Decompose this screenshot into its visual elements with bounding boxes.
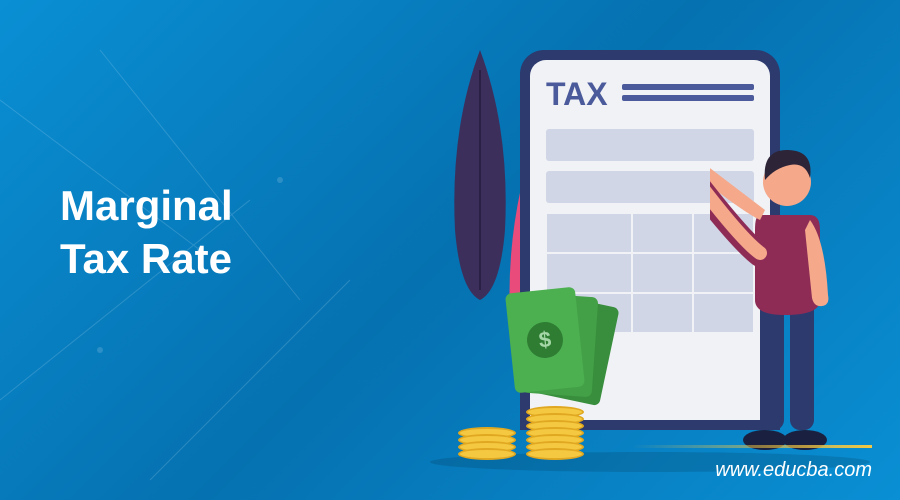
coin-stacks-icon bbox=[458, 411, 590, 460]
money-bills-icon: $ bbox=[510, 290, 620, 390]
footer-divider bbox=[632, 445, 872, 448]
hero-illustration: TAX $ bbox=[400, 0, 900, 500]
title-line-1: Marginal bbox=[60, 180, 233, 233]
website-url: www.educba.com bbox=[715, 459, 872, 482]
header-lines-icon bbox=[622, 84, 754, 106]
tax-label: TAX bbox=[546, 76, 608, 113]
title-line-2: Tax Rate bbox=[60, 233, 233, 286]
page-title: Marginal Tax Rate bbox=[60, 180, 233, 285]
person-pointing-icon bbox=[710, 120, 860, 460]
dollar-sign-icon: $ bbox=[525, 320, 565, 360]
tax-form-header: TAX bbox=[546, 76, 754, 113]
